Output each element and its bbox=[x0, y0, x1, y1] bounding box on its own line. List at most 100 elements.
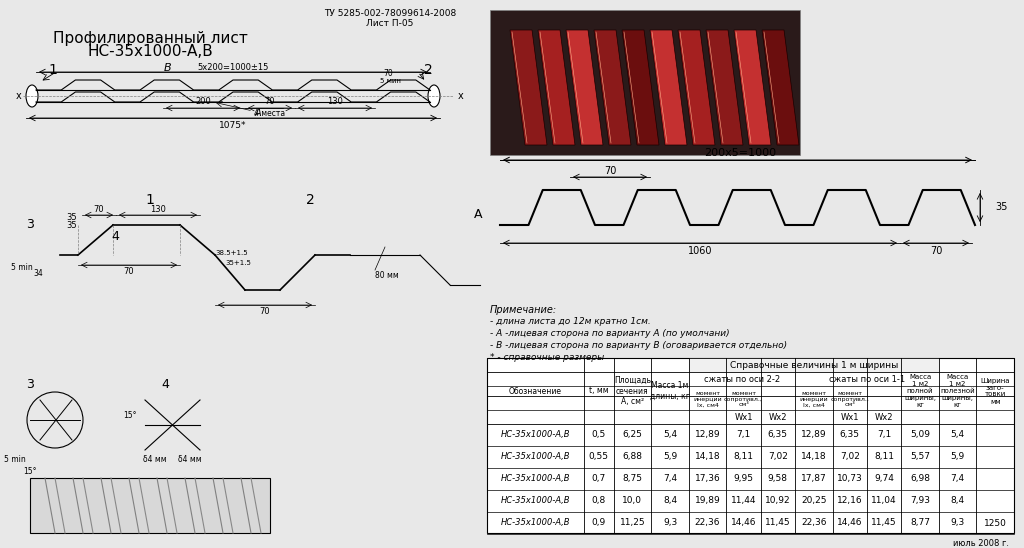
Bar bbox=[487, 358, 1014, 533]
Text: δ4 мм: δ4 мм bbox=[178, 455, 202, 465]
Text: 12,89: 12,89 bbox=[694, 431, 720, 439]
Text: НС-35х1000-А,В: НС-35х1000-А,В bbox=[501, 496, 570, 505]
Text: ТУ 5285-002-78099614-2008: ТУ 5285-002-78099614-2008 bbox=[324, 9, 456, 19]
Text: 5х200=1000±15: 5х200=1000±15 bbox=[198, 62, 268, 71]
Text: момент
инерции
Ix, см4: момент инерции Ix, см4 bbox=[800, 391, 828, 407]
Polygon shape bbox=[538, 30, 575, 145]
Ellipse shape bbox=[428, 85, 440, 107]
Text: 11,45: 11,45 bbox=[765, 518, 791, 528]
Text: 15°: 15° bbox=[123, 410, 137, 420]
Text: 3: 3 bbox=[26, 379, 34, 391]
Text: 5,57: 5,57 bbox=[910, 453, 930, 461]
Text: 7,4: 7,4 bbox=[950, 475, 965, 483]
Text: 200: 200 bbox=[196, 98, 211, 106]
Text: 14,18: 14,18 bbox=[694, 453, 720, 461]
Text: Ширина
заго-
товки
мм: Ширина заго- товки мм bbox=[980, 378, 1010, 404]
Text: Масса 1м
длины, кг: Масса 1м длины, кг bbox=[650, 381, 690, 401]
Text: 0,5: 0,5 bbox=[592, 431, 606, 439]
Text: 5,4: 5,4 bbox=[950, 431, 965, 439]
Text: Масса
1 м2
полезной
ширины,
кг: Масса 1 м2 полезной ширины, кг bbox=[940, 374, 975, 408]
Text: 9,3: 9,3 bbox=[663, 518, 677, 528]
Polygon shape bbox=[622, 30, 659, 145]
Text: Обозначение: Обозначение bbox=[509, 386, 562, 396]
Text: 12,89: 12,89 bbox=[801, 431, 826, 439]
Text: 70: 70 bbox=[604, 166, 616, 176]
Text: 0,8: 0,8 bbox=[592, 496, 606, 505]
Text: 7,02: 7,02 bbox=[768, 453, 787, 461]
Text: 5,4: 5,4 bbox=[663, 431, 677, 439]
Text: сжаты по оси 1-1: сжаты по оси 1-1 bbox=[828, 374, 905, 384]
Text: 70: 70 bbox=[264, 98, 275, 106]
Text: 10,0: 10,0 bbox=[623, 496, 642, 505]
Text: 35: 35 bbox=[995, 203, 1008, 213]
Text: 9,58: 9,58 bbox=[768, 475, 787, 483]
Text: 2: 2 bbox=[424, 63, 432, 77]
Polygon shape bbox=[650, 30, 687, 145]
Text: Лист П-05: Лист П-05 bbox=[367, 19, 414, 27]
Text: 80 мм: 80 мм bbox=[375, 271, 398, 279]
Text: 5 мин: 5 мин bbox=[380, 78, 400, 84]
Text: 22,36: 22,36 bbox=[801, 518, 826, 528]
Text: 8,77: 8,77 bbox=[910, 518, 930, 528]
Text: Примечание:: Примечание: bbox=[490, 305, 557, 315]
Text: 0,55: 0,55 bbox=[589, 453, 608, 461]
Text: 9,74: 9,74 bbox=[874, 475, 894, 483]
Text: 0,9: 0,9 bbox=[592, 518, 606, 528]
Text: Wx1: Wx1 bbox=[841, 413, 859, 421]
Text: 14,46: 14,46 bbox=[731, 518, 757, 528]
Text: Профилированный лист: Профилированный лист bbox=[52, 31, 248, 45]
Text: 38.5+1.5: 38.5+1.5 bbox=[215, 250, 248, 256]
Text: 7,1: 7,1 bbox=[736, 431, 751, 439]
Text: t, мм: t, мм bbox=[589, 386, 608, 396]
Bar bbox=[490, 10, 800, 155]
Text: 7,4: 7,4 bbox=[663, 475, 677, 483]
Text: Wx2: Wx2 bbox=[769, 413, 787, 421]
Text: 9,3: 9,3 bbox=[950, 518, 965, 528]
Text: 1075*: 1075* bbox=[219, 122, 247, 130]
Polygon shape bbox=[706, 30, 743, 145]
Text: - В -лицевая сторона по варианту В (оговаривается отдельно): - В -лицевая сторона по варианту В (огов… bbox=[490, 341, 787, 350]
Polygon shape bbox=[678, 30, 715, 145]
Text: 20,25: 20,25 bbox=[801, 496, 826, 505]
Text: 8,11: 8,11 bbox=[733, 453, 754, 461]
Text: δ4 мм: δ4 мм bbox=[143, 455, 167, 465]
Text: 10,92: 10,92 bbox=[765, 496, 791, 505]
Text: 70: 70 bbox=[260, 307, 270, 317]
Text: НС-35х1000-А,В: НС-35х1000-А,В bbox=[501, 475, 570, 483]
Polygon shape bbox=[594, 30, 631, 145]
Text: 5,09: 5,09 bbox=[910, 431, 930, 439]
Text: июль 2008 г.: июль 2008 г. bbox=[953, 539, 1009, 547]
Text: момент
сопротивл.,
см³: момент сопротивл., см³ bbox=[724, 391, 763, 407]
Text: 5,9: 5,9 bbox=[663, 453, 677, 461]
Text: 17,36: 17,36 bbox=[694, 475, 721, 483]
Text: 35: 35 bbox=[67, 214, 78, 222]
Text: 17,87: 17,87 bbox=[801, 475, 826, 483]
Text: 35: 35 bbox=[67, 220, 78, 230]
Text: 34: 34 bbox=[33, 269, 43, 277]
Text: 4: 4 bbox=[111, 231, 119, 243]
Text: A: A bbox=[255, 108, 261, 118]
Text: НС-35х1000-А,В: НС-35х1000-А,В bbox=[501, 431, 570, 439]
Text: 1: 1 bbox=[48, 63, 57, 77]
Text: B: B bbox=[164, 63, 172, 73]
Text: A: A bbox=[473, 208, 482, 221]
Text: 15°: 15° bbox=[24, 467, 37, 477]
Text: Wx1: Wx1 bbox=[734, 413, 753, 421]
Text: НС-35х1000-А,В: НС-35х1000-А,В bbox=[501, 453, 570, 461]
Text: 6,35: 6,35 bbox=[768, 431, 787, 439]
Text: 22,36: 22,36 bbox=[695, 518, 720, 528]
Text: Wx2: Wx2 bbox=[874, 413, 893, 421]
Text: 19,89: 19,89 bbox=[694, 496, 721, 505]
Text: 4 места: 4 места bbox=[254, 110, 286, 118]
Text: НС-35х1000-А,В: НС-35х1000-А,В bbox=[501, 518, 570, 528]
Text: 9,95: 9,95 bbox=[733, 475, 754, 483]
Polygon shape bbox=[734, 30, 771, 145]
Text: 0,7: 0,7 bbox=[592, 475, 606, 483]
Text: 5,9: 5,9 bbox=[950, 453, 965, 461]
Text: 6,25: 6,25 bbox=[623, 431, 642, 439]
Text: 6,98: 6,98 bbox=[910, 475, 930, 483]
Text: x: x bbox=[15, 91, 22, 101]
Polygon shape bbox=[566, 30, 603, 145]
Text: 8,11: 8,11 bbox=[874, 453, 894, 461]
Text: Справочные величины 1 м ширины: Справочные величины 1 м ширины bbox=[730, 361, 898, 369]
